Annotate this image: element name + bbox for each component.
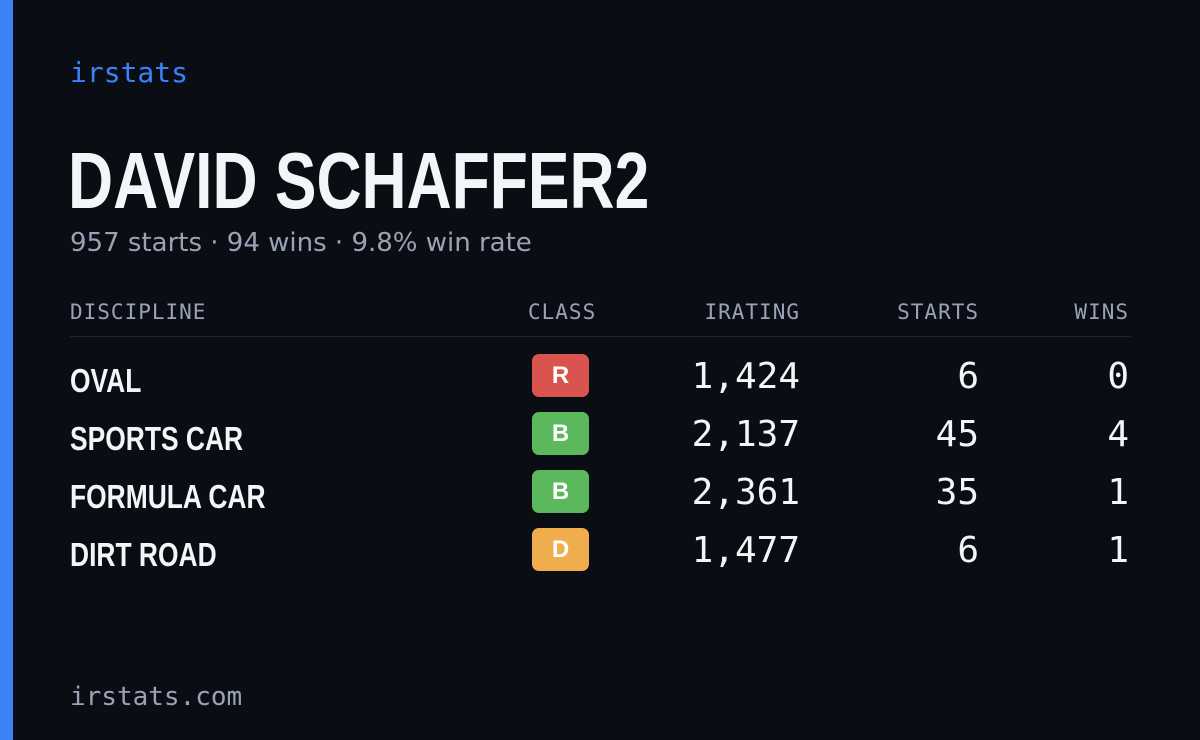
starts-value: 35 [935, 472, 979, 513]
starts-value: 45 [935, 414, 979, 455]
table-header: DISCIPLINE CLASS IRATING STARTS WINS [70, 300, 1131, 337]
driver-name: DAVID SCHAFFER2 [68, 136, 650, 225]
wins-value: 1 [1107, 472, 1129, 513]
wins-value: 1 [1107, 530, 1129, 571]
discipline-name: DIRT ROAD [70, 536, 217, 573]
wins-value: 4 [1107, 414, 1129, 455]
table-row: FORMULA CAR B 2,361 35 1 [70, 470, 1131, 528]
class-badge: B [532, 470, 589, 513]
table-row: DIRT ROAD D 1,477 6 1 [70, 528, 1131, 586]
header-irating: IRATING [704, 300, 800, 324]
irating-value: 1,424 [691, 356, 800, 397]
driver-summary: 957 starts · 94 wins · 9.8% win rate [70, 228, 532, 258]
class-badge: R [532, 354, 589, 397]
table-row: SPORTS CAR B 2,137 45 4 [70, 412, 1131, 470]
irating-value: 1,477 [691, 530, 800, 571]
discipline-name: SPORTS CAR [70, 420, 244, 457]
class-badge: B [532, 412, 589, 455]
accent-bar [0, 0, 13, 740]
starts-value: 6 [957, 530, 979, 571]
header-wins: WINS [1074, 300, 1129, 324]
brand-logo-text: irstats [70, 56, 189, 89]
irating-value: 2,361 [691, 472, 800, 513]
irating-value: 2,137 [691, 414, 800, 455]
discipline-name: FORMULA CAR [70, 478, 266, 515]
footer-site-url: irstats.com [70, 682, 243, 712]
table-row: OVAL R 1,424 6 0 [70, 354, 1131, 412]
discipline-name: OVAL [70, 362, 142, 399]
header-discipline: DISCIPLINE [70, 300, 207, 324]
class-badge: D [532, 528, 589, 571]
wins-value: 0 [1107, 356, 1129, 397]
starts-value: 6 [957, 356, 979, 397]
header-class: CLASS [528, 300, 597, 324]
header-starts: STARTS [897, 300, 979, 324]
